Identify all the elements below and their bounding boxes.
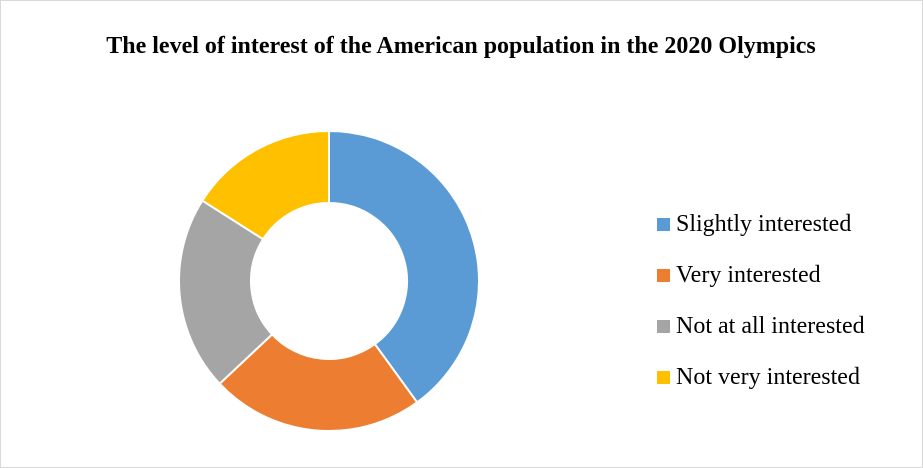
donut-slice-not-at-all-interested [178,199,274,386]
legend-item-not-at-all-interested: Not at all interested [657,311,865,341]
legend-swatch [657,217,670,231]
donut-slice-very-interested [218,332,419,432]
donut-slice-not-very-interested [200,129,330,241]
legend-swatch [657,268,670,282]
legend-label: Not very interested [676,363,860,390]
legend-label: Not at all interested [676,312,865,339]
legend-label: Slightly interested [676,210,852,237]
chart-title: The level of interest of the American po… [106,33,816,59]
legend-item-very-interested: Very interested [657,260,821,290]
legend-label: Very interested [676,261,821,288]
legend-swatch [657,370,670,384]
legend-item-not-very-interested: Not very interested [657,362,860,392]
donut-slice-slightly-interested [328,129,480,404]
legend-swatch [657,319,670,333]
legend-item-slightly-interested: Slightly interested [657,209,851,239]
donut-slices [178,129,480,432]
